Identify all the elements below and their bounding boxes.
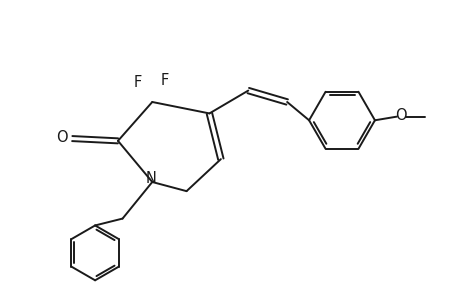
Text: F: F (161, 73, 169, 88)
Text: F: F (133, 75, 141, 90)
Text: O: O (394, 108, 405, 123)
Text: O: O (56, 130, 68, 145)
Text: N: N (145, 171, 156, 186)
